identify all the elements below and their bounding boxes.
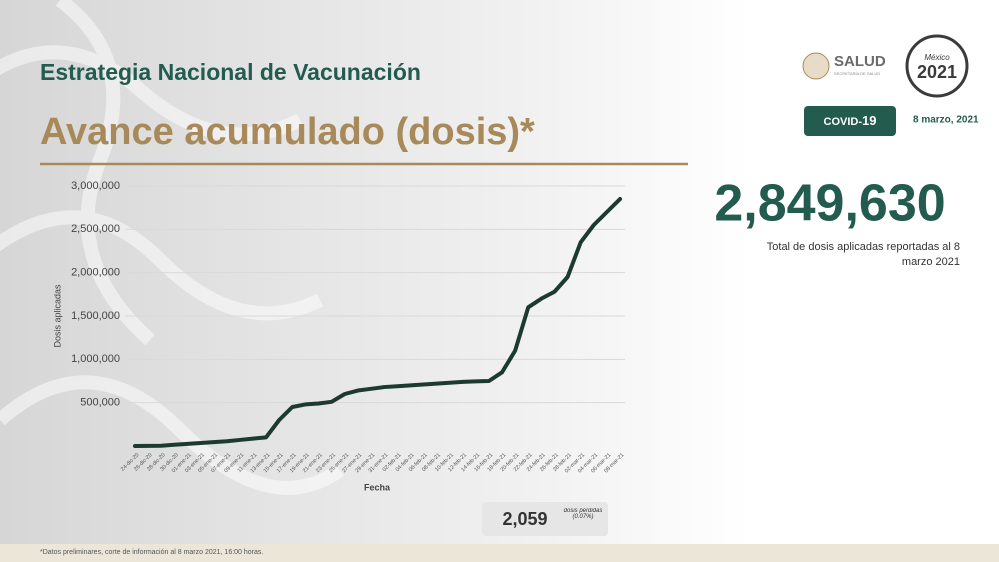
x-axis-title: Fecha bbox=[364, 482, 391, 492]
plot: 500,000 1,000,000 1,500,000 2,000,000 2,500,… bbox=[71, 180, 625, 474]
logo-year: 2021 bbox=[917, 62, 957, 82]
y-axis-title: Dosis aplicadas bbox=[52, 284, 62, 348]
program-title: Estrategia Nacional de Vacunación bbox=[40, 59, 421, 85]
series-line bbox=[133, 197, 622, 448]
total-note: Total de dosis aplicadas reportadas al 8… bbox=[766, 241, 960, 268]
slide-title: Avance acumulado (dosis)* bbox=[40, 111, 535, 153]
logo bbox=[905, 34, 969, 98]
agency-seal bbox=[802, 52, 830, 80]
total: 2,849,630 bbox=[714, 175, 945, 233]
footer-band bbox=[0, 544, 999, 562]
pattern bbox=[0, 0, 345, 495]
lost-note-box: dosis perdidas (0.07%) bbox=[563, 508, 603, 520]
badge-b: 19 bbox=[862, 113, 876, 128]
y-tick-label: 500,000 bbox=[80, 397, 120, 409]
agency: SALUD bbox=[834, 53, 886, 70]
y-tick-label: 2,500,000 bbox=[71, 223, 120, 235]
y-tick-label: 1,500,000 bbox=[71, 310, 120, 322]
y-tick-label: 1,000,000 bbox=[71, 353, 120, 365]
date: 8 marzo, 2021 bbox=[913, 115, 979, 126]
lost: 2,059 bbox=[502, 509, 547, 529]
total-note-box: Total de dosis aplicadas reportadas al 8… bbox=[766, 241, 960, 268]
badge-a: COVID- bbox=[824, 116, 863, 128]
badge-text: COVID-19 bbox=[824, 113, 877, 128]
badge bbox=[804, 106, 896, 136]
agency-sub: SECRETARÍA DE SALUD bbox=[834, 71, 880, 76]
footnote: *Datos preliminares, corte de informació… bbox=[40, 549, 263, 556]
y-tick-label: 3,000,000 bbox=[71, 180, 120, 192]
logo-top: México bbox=[924, 53, 950, 62]
lost-box bbox=[482, 502, 608, 536]
lost-note: dosis perdidas (0.07%) bbox=[563, 508, 603, 520]
y-tick-label: 2,000,000 bbox=[71, 267, 120, 279]
